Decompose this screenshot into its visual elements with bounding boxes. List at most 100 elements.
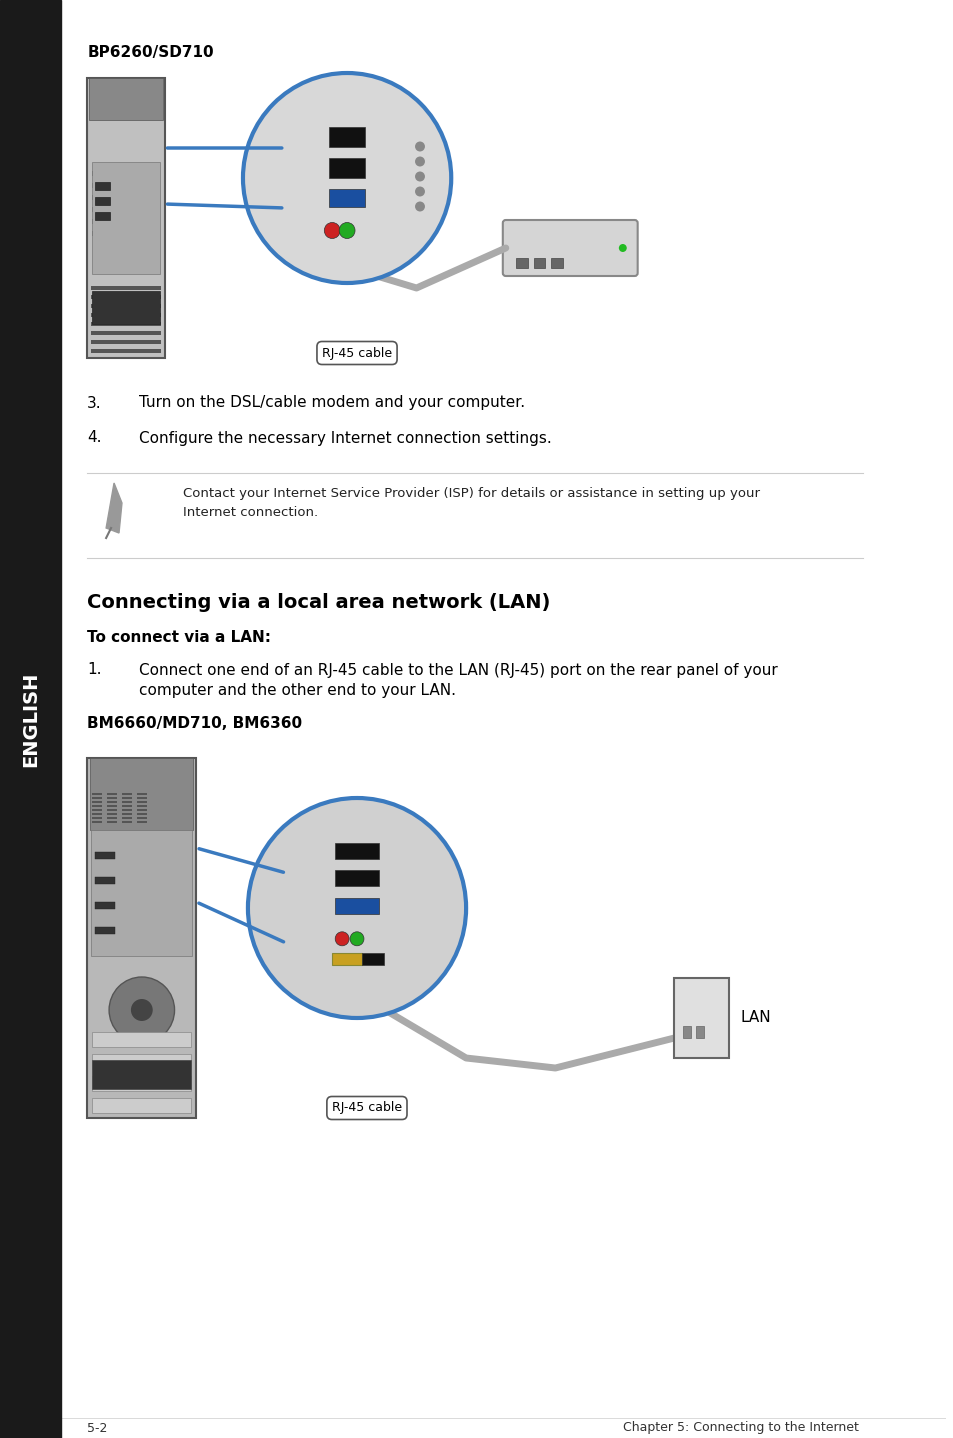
Bar bbox=[0, 0, 61, 1438]
Circle shape bbox=[415, 187, 424, 197]
Circle shape bbox=[415, 201, 424, 211]
Bar bbox=[92, 219, 159, 224]
Bar bbox=[95, 183, 110, 190]
Bar bbox=[91, 313, 160, 316]
Bar bbox=[92, 812, 102, 815]
Bar bbox=[107, 817, 117, 818]
Bar bbox=[92, 1076, 192, 1091]
Bar bbox=[107, 801, 117, 802]
Bar bbox=[122, 808, 132, 811]
Bar bbox=[92, 1054, 192, 1068]
Bar bbox=[332, 953, 361, 965]
Bar bbox=[91, 286, 160, 290]
Bar bbox=[92, 808, 102, 811]
Text: BP6260/SD710: BP6260/SD710 bbox=[87, 46, 213, 60]
Text: RJ-45 cable: RJ-45 cable bbox=[321, 347, 392, 360]
Bar bbox=[91, 331, 160, 335]
Bar bbox=[92, 171, 159, 175]
FancyBboxPatch shape bbox=[87, 78, 165, 358]
Bar bbox=[674, 978, 728, 1058]
Bar bbox=[122, 792, 132, 795]
Circle shape bbox=[415, 171, 424, 181]
Bar bbox=[107, 797, 117, 798]
Bar bbox=[91, 303, 160, 308]
Bar bbox=[91, 758, 193, 830]
Bar bbox=[95, 851, 115, 858]
Text: 5-2: 5-2 bbox=[87, 1422, 108, 1435]
FancyBboxPatch shape bbox=[87, 758, 196, 1117]
Bar bbox=[551, 257, 562, 267]
Text: Connecting via a local area network (LAN): Connecting via a local area network (LAN… bbox=[87, 594, 550, 613]
Bar bbox=[122, 801, 132, 802]
Circle shape bbox=[339, 223, 355, 239]
Bar bbox=[92, 797, 102, 798]
Text: Turn on the DSL/cable modem and your computer.: Turn on the DSL/cable modem and your com… bbox=[139, 395, 524, 410]
Circle shape bbox=[109, 976, 174, 1043]
Circle shape bbox=[243, 73, 451, 283]
Bar bbox=[122, 805, 132, 807]
Bar bbox=[92, 1032, 192, 1047]
Bar bbox=[329, 190, 365, 207]
Bar bbox=[329, 158, 365, 178]
Text: Configure the necessary Internet connection settings.: Configure the necessary Internet connect… bbox=[139, 430, 551, 446]
Bar bbox=[335, 843, 378, 858]
Bar bbox=[92, 792, 102, 795]
Bar bbox=[136, 812, 147, 815]
Bar bbox=[95, 928, 115, 935]
Bar bbox=[91, 295, 160, 299]
Bar bbox=[329, 127, 365, 147]
FancyBboxPatch shape bbox=[502, 220, 637, 276]
Bar bbox=[95, 902, 115, 909]
Bar bbox=[92, 805, 102, 807]
Bar bbox=[361, 953, 383, 965]
Bar bbox=[136, 821, 147, 823]
Bar bbox=[95, 877, 115, 884]
Bar bbox=[91, 349, 160, 352]
Bar bbox=[136, 797, 147, 798]
Bar bbox=[136, 817, 147, 818]
Bar bbox=[533, 257, 545, 267]
Bar bbox=[92, 821, 102, 823]
Bar bbox=[107, 821, 117, 823]
Bar bbox=[90, 78, 162, 119]
Circle shape bbox=[618, 244, 626, 252]
Bar bbox=[122, 812, 132, 815]
Text: computer and the other end to your LAN.: computer and the other end to your LAN. bbox=[139, 683, 456, 697]
Bar bbox=[136, 801, 147, 802]
Bar bbox=[92, 1060, 192, 1089]
Bar bbox=[136, 808, 147, 811]
Circle shape bbox=[324, 223, 340, 239]
Bar bbox=[92, 196, 159, 200]
Bar bbox=[696, 1025, 703, 1038]
Text: Chapter 5: Connecting to the Internet: Chapter 5: Connecting to the Internet bbox=[622, 1422, 858, 1435]
Polygon shape bbox=[106, 483, 122, 533]
Text: LAN: LAN bbox=[740, 1011, 771, 1025]
Bar bbox=[91, 830, 193, 956]
Bar bbox=[92, 1099, 192, 1113]
Bar bbox=[107, 805, 117, 807]
Bar bbox=[95, 211, 110, 220]
Text: 4.: 4. bbox=[87, 430, 102, 446]
Bar bbox=[682, 1025, 691, 1038]
Text: Connect one end of an RJ-45 cable to the LAN (RJ-45) port on the rear panel of y: Connect one end of an RJ-45 cable to the… bbox=[139, 663, 777, 677]
Bar bbox=[122, 821, 132, 823]
Bar bbox=[107, 792, 117, 795]
Bar bbox=[122, 797, 132, 798]
Bar bbox=[136, 792, 147, 795]
Bar bbox=[92, 817, 102, 818]
Bar bbox=[516, 257, 527, 267]
Text: RJ-45 cable: RJ-45 cable bbox=[332, 1102, 401, 1114]
Bar bbox=[136, 805, 147, 807]
Bar bbox=[335, 870, 378, 886]
Circle shape bbox=[335, 932, 349, 946]
Circle shape bbox=[350, 932, 364, 946]
Bar bbox=[92, 232, 159, 236]
Bar bbox=[91, 322, 160, 326]
Circle shape bbox=[415, 141, 424, 151]
Text: To connect via a LAN:: To connect via a LAN: bbox=[87, 630, 271, 646]
Bar bbox=[95, 197, 110, 206]
Bar bbox=[92, 162, 159, 275]
Bar bbox=[107, 812, 117, 815]
Text: Contact your Internet Service Provider (ISP) for details or assistance in settin: Contact your Internet Service Provider (… bbox=[183, 487, 760, 519]
Bar bbox=[122, 817, 132, 818]
